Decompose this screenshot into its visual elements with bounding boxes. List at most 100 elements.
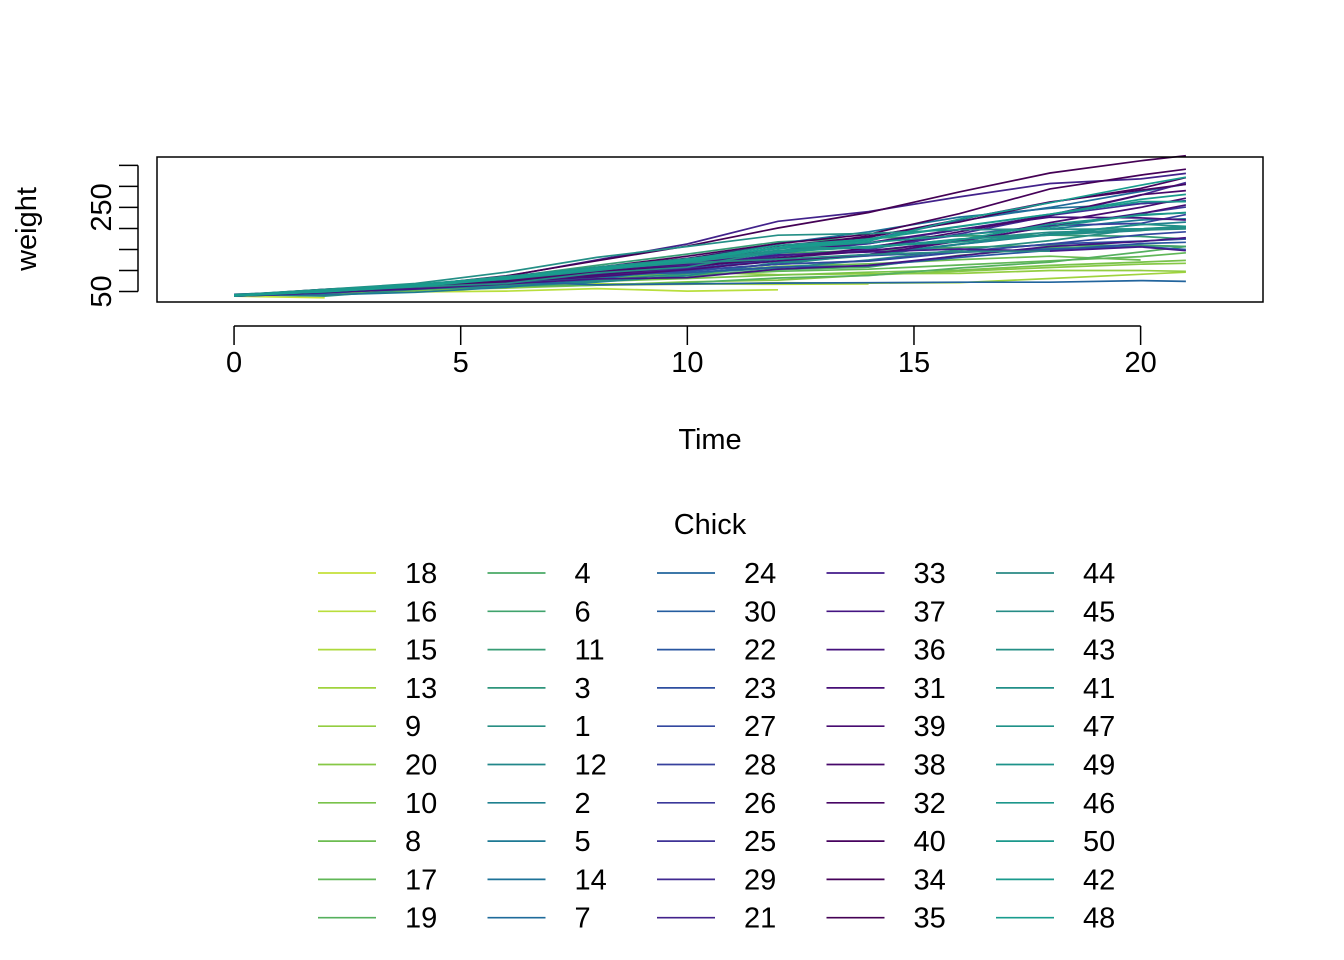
legend-label-43: 43 xyxy=(1083,635,1115,667)
legend-label-2: 2 xyxy=(575,788,591,820)
legend-item-27: 27 xyxy=(657,711,776,743)
legend-item-49: 49 xyxy=(996,750,1115,782)
legend-label-39: 39 xyxy=(914,711,946,743)
legend-label-31: 31 xyxy=(914,673,946,705)
legend-item-30: 30 xyxy=(657,596,776,628)
legend-item-38: 38 xyxy=(826,750,946,782)
legend-item-50: 50 xyxy=(996,826,1115,858)
legend-item-41: 41 xyxy=(996,673,1115,705)
legend-item-9: 9 xyxy=(318,711,421,743)
legend-label-35: 35 xyxy=(914,903,946,935)
legend-label-34: 34 xyxy=(914,864,946,896)
legend-label-20: 20 xyxy=(405,750,437,782)
legend-item-40: 40 xyxy=(826,826,946,858)
legend-label-47: 47 xyxy=(1083,711,1115,743)
x-tick-label-5: 5 xyxy=(453,347,469,379)
legend-label-21: 21 xyxy=(744,903,776,935)
legend-label-9: 9 xyxy=(405,711,421,743)
legend-label-16: 16 xyxy=(405,596,437,628)
legend-label-41: 41 xyxy=(1083,673,1115,705)
legend-label-26: 26 xyxy=(744,788,776,820)
legend-item-6: 6 xyxy=(487,596,591,628)
legend-item-21: 21 xyxy=(657,903,776,935)
legend-label-50: 50 xyxy=(1083,826,1115,858)
y-tick-label-50: 50 xyxy=(86,275,118,307)
legend-label-22: 22 xyxy=(744,635,776,667)
legend-label-37: 37 xyxy=(914,596,946,628)
legend-label-23: 23 xyxy=(744,673,776,705)
legend-title: Chick xyxy=(674,509,747,541)
legend-label-7: 7 xyxy=(575,903,591,935)
legend-label-13: 13 xyxy=(405,673,437,705)
legend-item-7: 7 xyxy=(487,903,591,935)
legend-item-17: 17 xyxy=(318,864,437,896)
legend-item-34: 34 xyxy=(826,864,946,896)
legend-item-8: 8 xyxy=(318,826,421,858)
legend-item-43: 43 xyxy=(996,635,1115,667)
legend-label-28: 28 xyxy=(744,750,776,782)
legend-item-16: 16 xyxy=(318,596,437,628)
legend: 1816151392010817194611311225147243022232… xyxy=(318,558,1115,935)
legend-item-36: 36 xyxy=(826,635,946,667)
legend-item-13: 13 xyxy=(318,673,437,705)
legend-item-23: 23 xyxy=(657,673,776,705)
legend-item-31: 31 xyxy=(826,673,946,705)
legend-label-45: 45 xyxy=(1083,596,1115,628)
legend-item-11: 11 xyxy=(487,635,605,667)
legend-label-36: 36 xyxy=(914,635,946,667)
legend-label-46: 46 xyxy=(1083,788,1115,820)
plot-lines xyxy=(234,154,1187,299)
legend-label-14: 14 xyxy=(575,864,607,896)
x-axis-title: Time xyxy=(678,424,741,456)
legend-label-1: 1 xyxy=(575,711,591,743)
legend-item-14: 14 xyxy=(487,864,607,896)
legend-label-5: 5 xyxy=(575,826,591,858)
legend-label-44: 44 xyxy=(1083,558,1115,590)
legend-item-42: 42 xyxy=(996,864,1115,896)
series-line-37 xyxy=(234,236,1186,297)
legend-label-38: 38 xyxy=(914,750,946,782)
legend-item-48: 48 xyxy=(996,903,1115,935)
legend-item-26: 26 xyxy=(657,788,776,820)
legend-label-29: 29 xyxy=(744,864,776,896)
legend-label-18: 18 xyxy=(405,558,437,590)
legend-item-20: 20 xyxy=(318,750,437,782)
legend-item-3: 3 xyxy=(487,673,591,705)
legend-label-10: 10 xyxy=(405,788,437,820)
legend-item-45: 45 xyxy=(996,596,1115,628)
y-axis-title: weight xyxy=(11,187,43,272)
legend-label-25: 25 xyxy=(744,826,776,858)
legend-label-8: 8 xyxy=(405,826,421,858)
legend-item-19: 19 xyxy=(318,903,437,935)
x-tick-label-15: 15 xyxy=(898,347,930,379)
legend-item-33: 33 xyxy=(826,558,946,590)
legend-label-30: 30 xyxy=(744,596,776,628)
legend-item-10: 10 xyxy=(318,788,437,820)
legend-label-12: 12 xyxy=(575,750,607,782)
legend-item-18: 18 xyxy=(318,558,437,590)
legend-item-35: 35 xyxy=(826,903,946,935)
y-axis: 50 250 xyxy=(86,164,139,308)
y-tick-label-250: 250 xyxy=(86,183,118,231)
legend-label-3: 3 xyxy=(575,673,591,705)
legend-item-2: 2 xyxy=(487,788,591,820)
legend-item-44: 44 xyxy=(996,558,1115,590)
legend-label-19: 19 xyxy=(405,903,437,935)
legend-item-37: 37 xyxy=(826,596,946,628)
legend-item-5: 5 xyxy=(487,826,591,858)
plot-frame xyxy=(156,156,1264,303)
legend-label-48: 48 xyxy=(1083,903,1115,935)
legend-item-1: 1 xyxy=(487,711,591,743)
legend-item-12: 12 xyxy=(487,750,607,782)
legend-label-17: 17 xyxy=(405,864,437,896)
legend-label-15: 15 xyxy=(405,635,437,667)
legend-item-24: 24 xyxy=(657,558,776,590)
legend-label-32: 32 xyxy=(914,788,946,820)
legend-item-47: 47 xyxy=(996,711,1115,743)
x-tick-label-10: 10 xyxy=(671,347,703,379)
legend-item-29: 29 xyxy=(657,864,776,896)
legend-item-46: 46 xyxy=(996,788,1115,820)
x-tick-label-0: 0 xyxy=(226,347,242,379)
legend-item-28: 28 xyxy=(657,750,776,782)
